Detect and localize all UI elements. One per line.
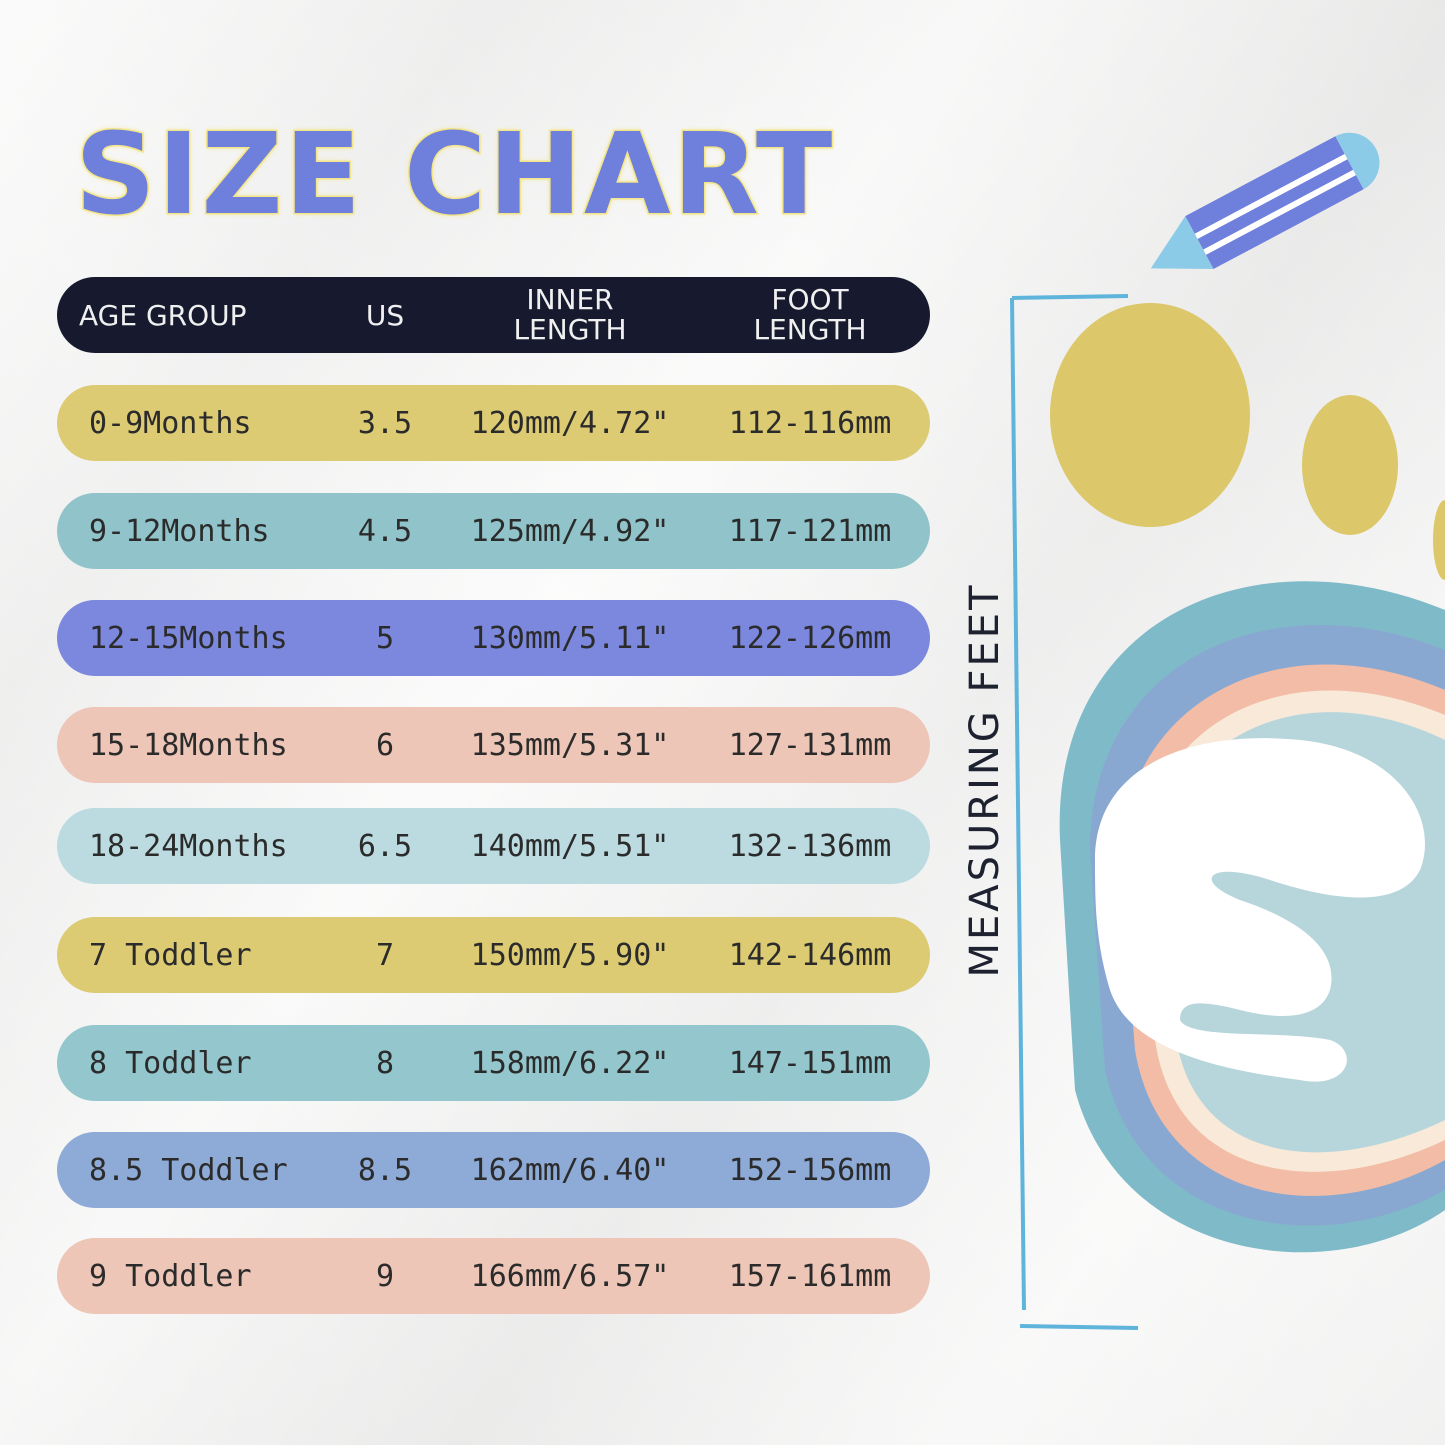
header-inner-label: INNER LENGTH (513, 283, 627, 346)
age-group-cell: 18-24Months (89, 828, 288, 864)
age-group-cell: 12-15Months (89, 620, 288, 656)
us-size-cell: 8 (375, 1045, 395, 1081)
table-row: 8 Toddler 8 158mm/6.22" 147-151mm (57, 1025, 930, 1101)
foot-length-cell: 127-131mm (728, 727, 892, 763)
table-header: AGE GROUP US INNER LENGTH FOOT LENGTH (57, 277, 930, 353)
foot-length-cell: 157-161mm (728, 1258, 892, 1294)
foot-length-cell: 122-126mm (728, 620, 892, 656)
inner-length-cell: 140mm/5.51" (470, 828, 670, 864)
table-row: 12-15Months 5 130mm/5.11" 122-126mm (57, 600, 930, 676)
foot-length-cell: 112-116mm (728, 405, 892, 441)
us-size-cell: 7 (375, 937, 395, 973)
table-row: 0-9Months 3.5 120mm/4.72" 112-116mm (57, 385, 930, 461)
inner-length-cell: 130mm/5.11" (470, 620, 670, 656)
pencil-icon (1150, 132, 1380, 270)
page-title: SIZE CHART (73, 109, 835, 242)
foot-length-cell: 142-146mm (728, 937, 892, 973)
foot-length-cell: 117-121mm (728, 513, 892, 549)
us-size-cell: 4.5 (357, 513, 413, 549)
age-group-cell: 9-12Months (89, 513, 270, 549)
header-us-label: US (365, 298, 405, 332)
us-size-cell: 5 (375, 620, 395, 656)
inner-length-cell: 135mm/5.31" (470, 727, 670, 763)
table-row: 18-24Months 6.5 140mm/5.51" 132-136mm (57, 808, 930, 884)
age-group-cell: 7 Toddler (89, 937, 252, 973)
age-group-cell: 0-9Months (89, 405, 252, 441)
inner-length-cell: 158mm/6.22" (470, 1045, 670, 1081)
inner-length-cell: 120mm/4.72" (470, 405, 670, 441)
age-group-cell: 8.5 Toddler (89, 1152, 288, 1188)
inner-length-cell: 162mm/6.40" (470, 1152, 670, 1188)
table-row: 15-18Months 6 135mm/5.31" 127-131mm (57, 707, 930, 783)
us-size-cell: 6.5 (357, 828, 413, 864)
us-size-cell: 8.5 (357, 1152, 413, 1188)
measuring-line (1010, 294, 1139, 1330)
age-group-cell: 15-18Months (89, 727, 288, 763)
age-group-cell: 9 Toddler (89, 1258, 252, 1294)
table-row: 9 Toddler 9 166mm/6.57" 157-161mm (57, 1238, 930, 1314)
us-size-cell: 3.5 (357, 405, 413, 441)
table-row: 9-12Months 4.5 125mm/4.92" 117-121mm (57, 493, 930, 569)
table-row: 8.5 Toddler 8.5 162mm/6.40" 152-156mm (57, 1132, 930, 1208)
header-age-group: AGE GROUP (79, 298, 247, 332)
age-group-cell: 8 Toddler (89, 1045, 252, 1081)
footprint-icon (1050, 303, 1445, 1253)
inner-length-cell: 150mm/5.90" (470, 937, 670, 973)
inner-length-cell: 125mm/4.92" (470, 513, 670, 549)
foot-length-cell: 132-136mm (728, 828, 892, 864)
foot-length-cell: 147-151mm (728, 1045, 892, 1081)
table-row: 7 Toddler 7 150mm/5.90" 142-146mm (57, 917, 930, 993)
inner-length-cell: 166mm/6.57" (470, 1258, 670, 1294)
us-size-cell: 6 (375, 727, 395, 763)
us-size-cell: 9 (375, 1258, 395, 1294)
foot-length-cell: 152-156mm (728, 1152, 892, 1188)
header-foot-label: FOOT LENGTH (753, 283, 867, 346)
